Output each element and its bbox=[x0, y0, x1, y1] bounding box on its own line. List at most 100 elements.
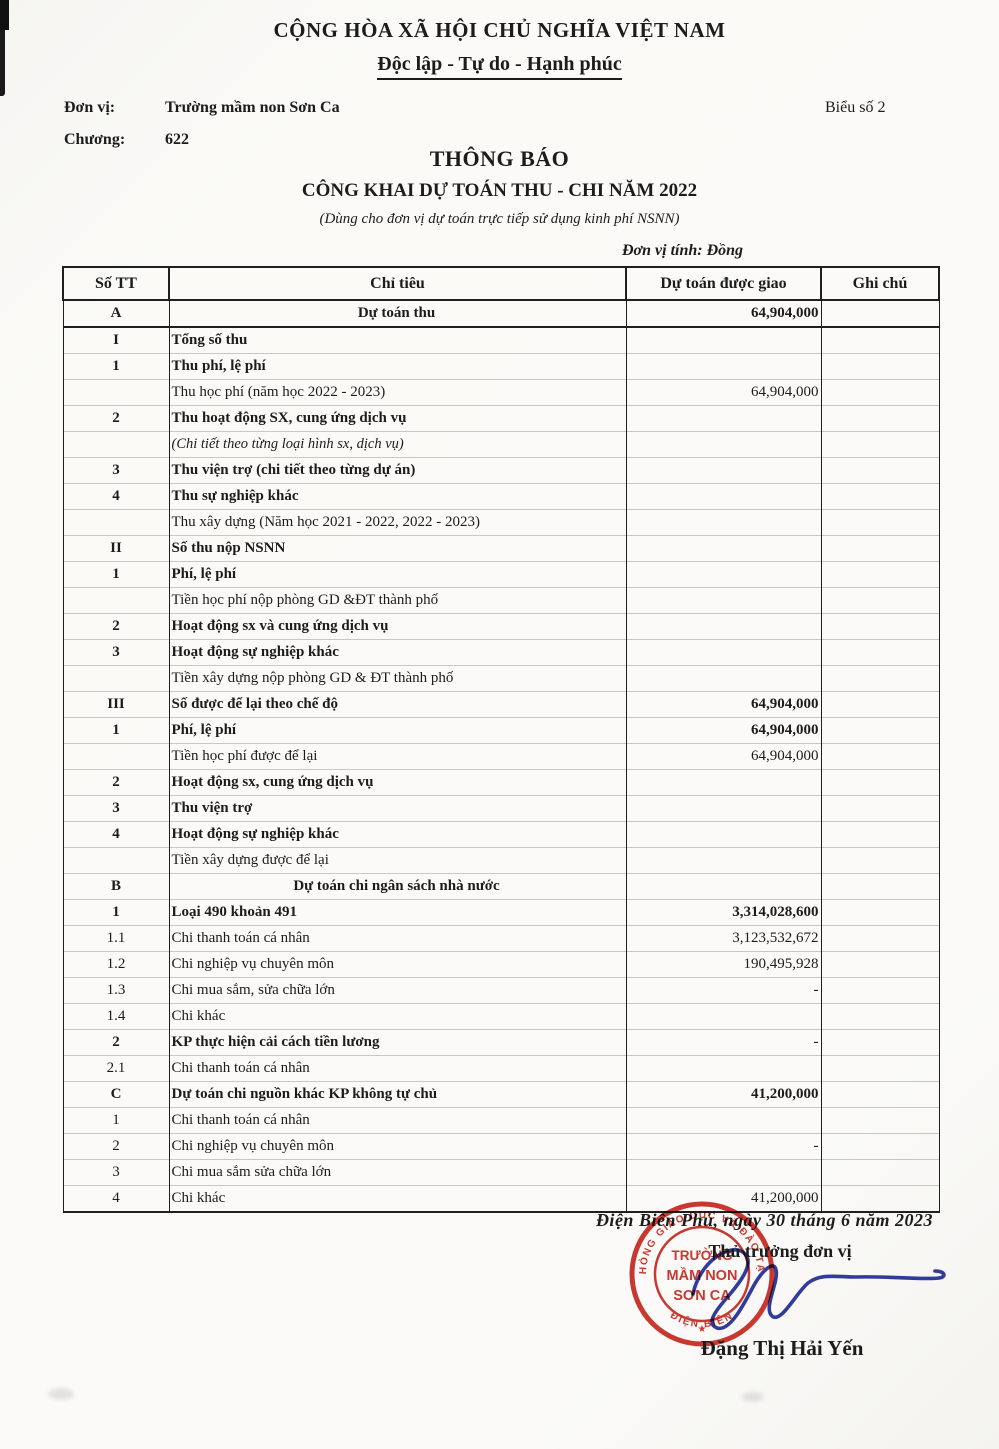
row-amount-cell bbox=[625, 873, 822, 900]
row-note-cell bbox=[820, 717, 940, 744]
table-row: 1.4 Chi khác bbox=[62, 1003, 940, 1030]
row-note-cell bbox=[820, 1159, 940, 1186]
document-subtitle: CÔNG KHAI DỰ TOÁN THU - CHI NĂM 2022 bbox=[301, 180, 698, 201]
table-row: (Chi tiết theo từng loại hình sx, dịch v… bbox=[62, 431, 940, 458]
row-label-cell: (Chi tiết theo từng loại hình sx, dịch v… bbox=[168, 431, 627, 458]
row-note-cell bbox=[820, 899, 940, 926]
scan-smudge bbox=[742, 1392, 764, 1402]
currency-unit-note: Đơn vị tính: Đồng bbox=[622, 242, 744, 259]
table-row: 3 Thu viện trợ (chi tiết theo từng dự án… bbox=[62, 457, 940, 484]
row-number-cell: 2.1 bbox=[62, 1055, 170, 1082]
row-label-cell: Chi khác bbox=[168, 1003, 627, 1030]
row-number-cell: III bbox=[62, 691, 170, 718]
row-note-cell bbox=[820, 1055, 940, 1082]
table-row: 3 Thu viện trợ bbox=[62, 795, 940, 822]
row-amount-cell bbox=[625, 457, 822, 484]
table-row: 1 Loại 490 khoản 491 3,314,028,600 bbox=[62, 899, 940, 926]
table-row: Tiền học phí nộp phòng GD &ĐT thành phố bbox=[62, 587, 940, 614]
row-number-cell: 2 bbox=[62, 613, 170, 640]
table-row: Thu học phí (năm học 2022 - 2023) 64,904… bbox=[62, 379, 940, 406]
row-label-cell: Loại 490 khoản 491 bbox=[168, 899, 627, 926]
table-row: 4 Thu sự nghiệp khác bbox=[62, 483, 940, 510]
row-amount-cell bbox=[625, 431, 822, 458]
row-label-cell: Hoạt động sx, cung ứng dịch vụ bbox=[168, 769, 627, 796]
chapter-label: Chương: bbox=[64, 131, 126, 148]
row-number-cell: I bbox=[62, 326, 170, 354]
table-row: 2 KP thực hiện cải cách tiền lương - bbox=[62, 1029, 940, 1056]
row-number-cell: 3 bbox=[62, 1159, 170, 1186]
row-note-cell bbox=[820, 1133, 940, 1160]
chapter-value: 622 bbox=[165, 131, 189, 148]
document-title: THÔNG BÁO bbox=[429, 146, 570, 171]
row-amount-cell bbox=[625, 535, 822, 562]
row-note-cell bbox=[820, 873, 940, 900]
row-amount-cell bbox=[625, 1003, 822, 1030]
row-amount-cell bbox=[625, 847, 822, 874]
table-row: 2 Hoạt động sx và cung ứng dịch vụ bbox=[62, 613, 940, 640]
table-row: B Dự toán chi ngân sách nhà nước bbox=[62, 873, 940, 900]
stamp-center-line2: MẦM NON bbox=[667, 1267, 738, 1284]
table-row: 2 Chi nghiệp vụ chuyên môn - bbox=[62, 1133, 940, 1160]
row-label-cell: Thu xây dựng (Năm học 2021 - 2022, 2022 … bbox=[168, 509, 627, 536]
table-row: 2.1 Chi thanh toán cá nhân bbox=[62, 1055, 940, 1082]
row-number-cell bbox=[62, 743, 170, 770]
row-label-cell: Chi mua sắm sửa chữa lớn bbox=[168, 1159, 627, 1186]
table-row: 4 Chi khác 41,200,000 bbox=[62, 1185, 940, 1213]
row-amount-cell: 64,904,000 bbox=[625, 743, 822, 770]
row-note-cell bbox=[820, 847, 940, 874]
row-amount-cell bbox=[625, 639, 822, 666]
table-row: 2 Hoạt động sx, cung ứng dịch vụ bbox=[62, 769, 940, 796]
row-note-cell bbox=[820, 299, 940, 328]
table-row: 3 Chi mua sắm sửa chữa lớn bbox=[62, 1159, 940, 1186]
table-header-row: Số TT Chỉ tiêu Dự toán được giao Ghi chú bbox=[62, 266, 940, 301]
scan-corner-artifact bbox=[0, 0, 9, 30]
row-number-cell: 4 bbox=[62, 483, 170, 510]
row-amount-cell: 64,904,000 bbox=[625, 379, 822, 406]
row-amount-cell: - bbox=[625, 1133, 822, 1160]
table-row: Tiền xây dựng được để lại bbox=[62, 847, 940, 874]
row-label-cell: Thu viện trợ (chi tiết theo từng dự án) bbox=[168, 457, 627, 484]
row-label-cell: Chi khác bbox=[168, 1185, 627, 1213]
table-row: 1.3 Chi mua sắm, sửa chữa lớn - bbox=[62, 977, 940, 1004]
row-number-cell bbox=[62, 587, 170, 614]
row-label-cell: Dự toán chi nguồn khác KP không tự chủ bbox=[168, 1081, 627, 1108]
row-amount-cell: 3,123,532,672 bbox=[625, 925, 822, 952]
row-number-cell: B bbox=[62, 873, 170, 900]
row-number-cell: 1.2 bbox=[62, 951, 170, 978]
stamp-seal-icon: PHÒNG GIÁO DỤC VÀ ĐÀO TẠO ĐIỆN BIÊN ★ TR… bbox=[623, 1192, 775, 1347]
row-note-cell bbox=[820, 483, 940, 510]
stamp-star-icon: ★ bbox=[698, 1324, 707, 1335]
table-row: 1 Phí, lệ phí bbox=[62, 561, 940, 588]
row-amount-cell: - bbox=[625, 977, 822, 1004]
row-label-cell: Tổng số thu bbox=[168, 326, 627, 354]
row-label-cell: Thu sự nghiệp khác bbox=[168, 483, 627, 510]
table-row: Thu xây dựng (Năm học 2021 - 2022, 2022 … bbox=[62, 509, 940, 536]
row-number-cell: 1 bbox=[62, 899, 170, 926]
table-row: 1.2 Chi nghiệp vụ chuyên môn 190,495,928 bbox=[62, 951, 940, 978]
row-amount-cell: 64,904,000 bbox=[625, 691, 822, 718]
row-label-cell: Chi nghiệp vụ chuyên môn bbox=[168, 951, 627, 978]
row-amount-cell: 41,200,000 bbox=[625, 1081, 822, 1108]
row-note-cell bbox=[820, 326, 940, 354]
national-motto-line2: Độc lập - Tự do - Hạnh phúc bbox=[0, 53, 999, 80]
row-label-cell: Chi thanh toán cá nhân bbox=[168, 1107, 627, 1134]
row-amount-cell bbox=[625, 1055, 822, 1082]
row-label-cell: Hoạt động sự nghiệp khác bbox=[168, 639, 627, 666]
row-label-cell: KP thực hiện cải cách tiền lương bbox=[168, 1029, 627, 1056]
header-ghi-chu: Ghi chú bbox=[820, 266, 940, 301]
scan-smudge bbox=[48, 1388, 74, 1400]
row-number-cell: 2 bbox=[62, 405, 170, 432]
row-label-cell: Chi nghiệp vụ chuyên môn bbox=[168, 1133, 627, 1160]
table-row: 4 Hoạt động sự nghiệp khác bbox=[62, 821, 940, 848]
row-number-cell: 4 bbox=[62, 821, 170, 848]
row-number-cell: 2 bbox=[62, 769, 170, 796]
signer-title: Thủ trưởng đơn vị bbox=[708, 1241, 852, 1261]
row-label-cell: Dự toán thu bbox=[168, 299, 627, 328]
row-label-cell: Số được để lại theo chế độ bbox=[168, 691, 627, 718]
row-amount-cell bbox=[625, 1159, 822, 1186]
row-number-cell: 3 bbox=[62, 795, 170, 822]
row-number-cell: 1.4 bbox=[62, 1003, 170, 1030]
row-label-cell: Tiền xây dựng được để lại bbox=[168, 847, 627, 874]
national-motto-line1: CỘNG HÒA XÃ HỘI CHỦ NGHĨA VIỆT NAM bbox=[273, 18, 726, 42]
